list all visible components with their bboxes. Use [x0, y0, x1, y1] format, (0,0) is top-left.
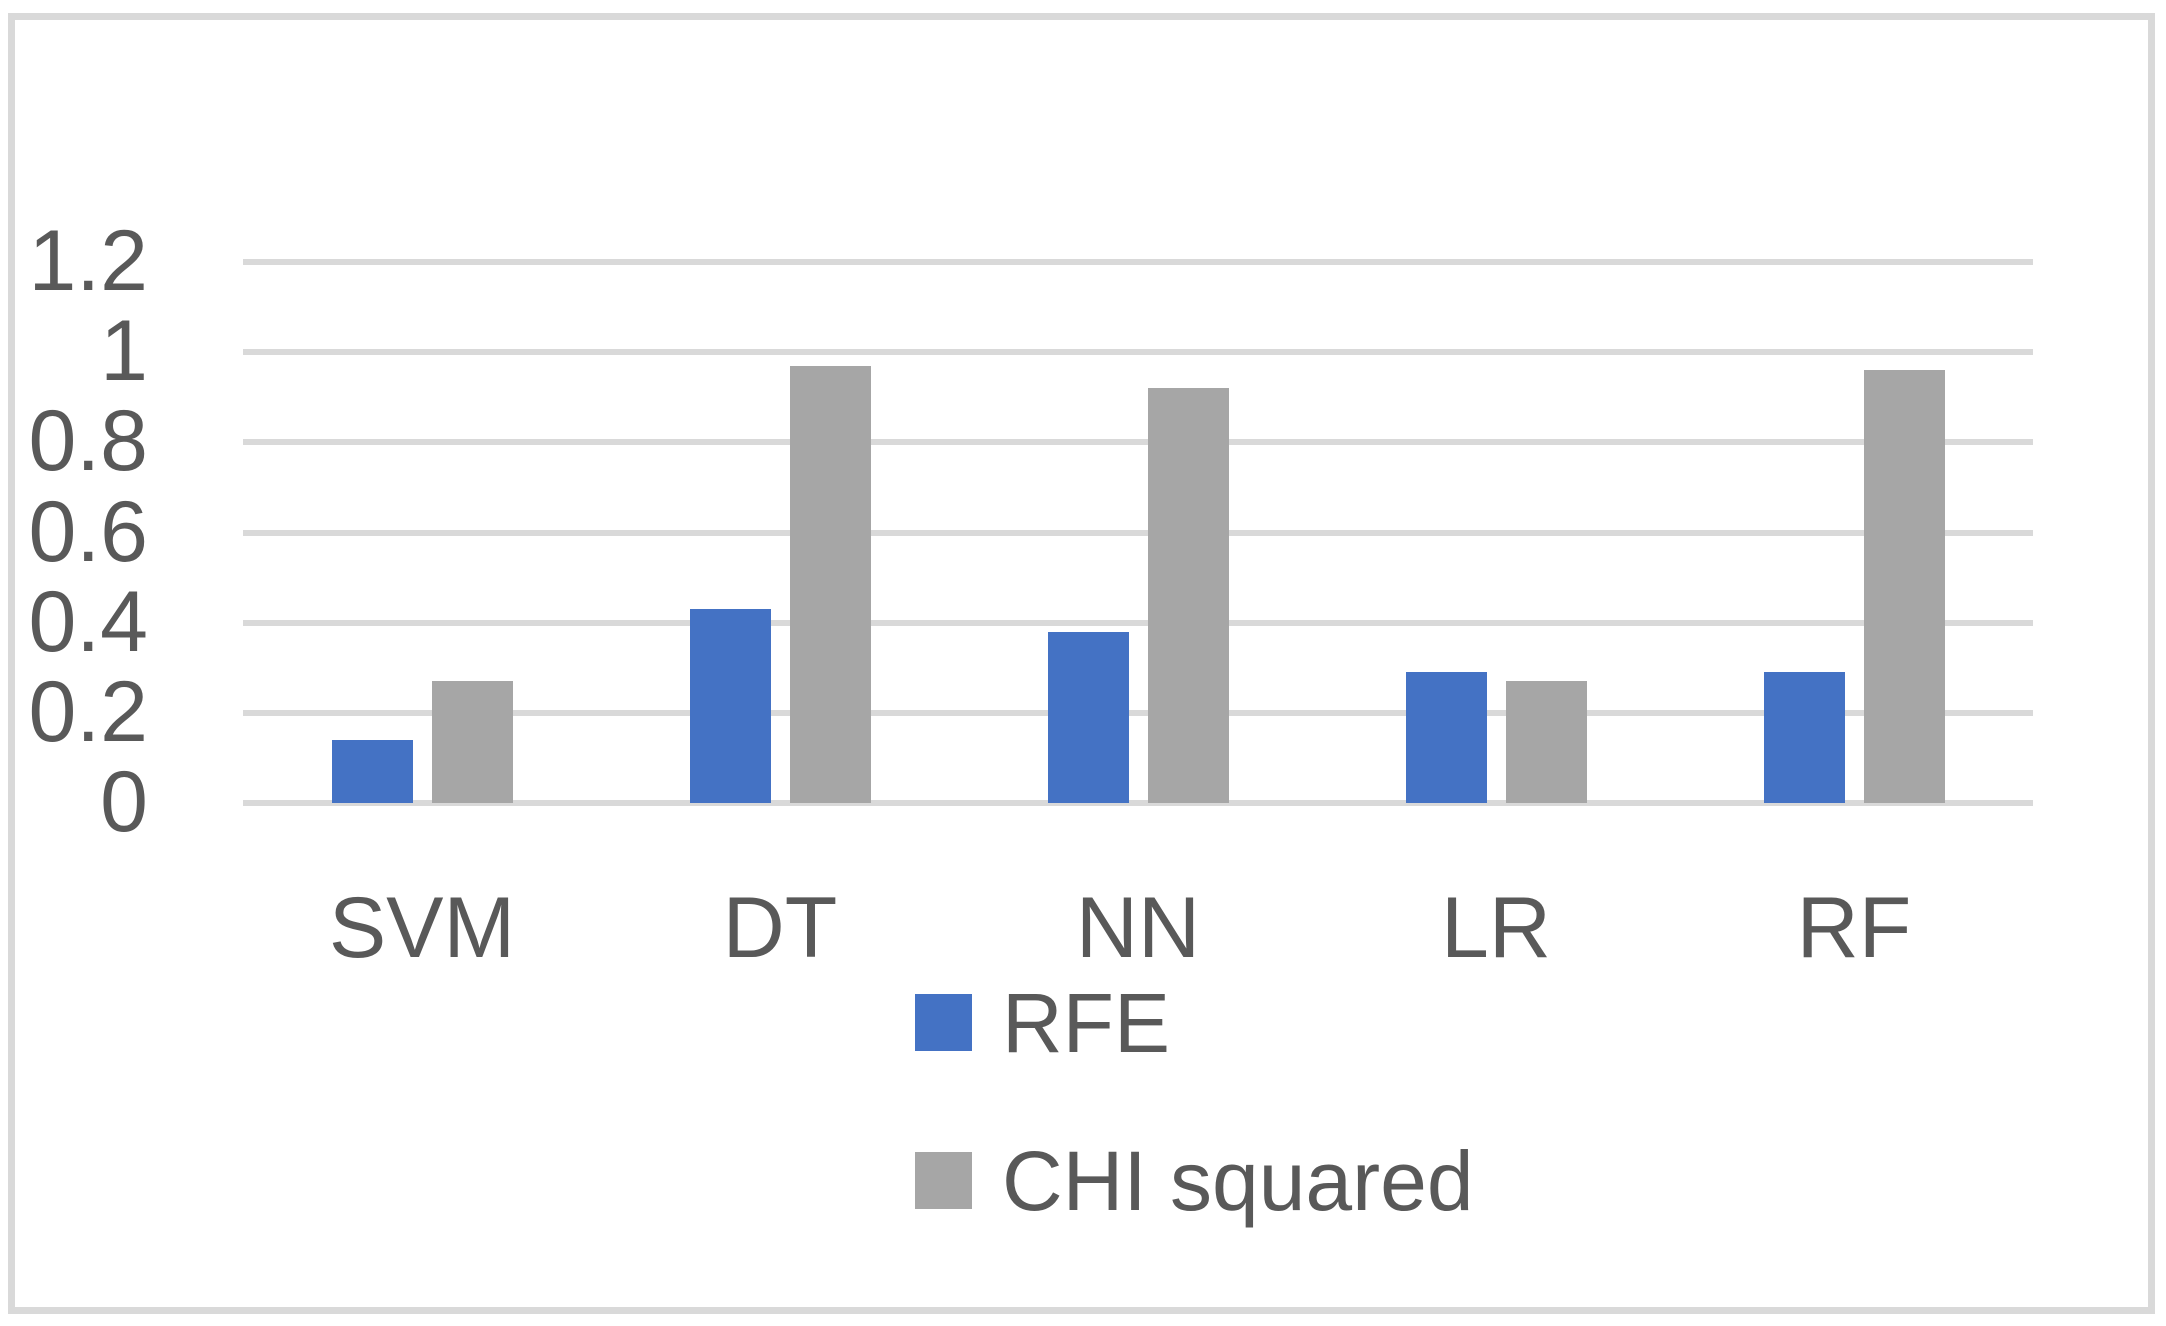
x-category-label-rf: RF [1796, 880, 1912, 976]
x-category-label-lr: LR [1441, 880, 1551, 976]
gridline-0.4 [243, 620, 2033, 626]
bar-rfe-svm [332, 740, 413, 803]
x-category-label-dt: DT [722, 880, 838, 976]
gridline-0.8 [243, 439, 2033, 445]
legend-label-chi-squared: CHI squared [1002, 1133, 1474, 1228]
x-category-label-nn: NN [1075, 880, 1201, 976]
bar-chi-squared-dt [790, 366, 871, 803]
x-category-label-svm: SVM [328, 880, 516, 976]
legend-swatch-chi-squared [915, 1152, 972, 1209]
bar-rfe-nn [1048, 632, 1129, 803]
gridline-0 [243, 800, 2033, 806]
legend-item-chi-squared: CHI squared [915, 1139, 1474, 1223]
gridline-1.2 [243, 259, 2033, 265]
gridline-1 [243, 349, 2033, 355]
gridline-0.2 [243, 710, 2033, 716]
bar-chi-squared-svm [432, 681, 513, 803]
bar-rfe-rf [1764, 672, 1845, 803]
legend-label-rfe: RFE [1002, 975, 1170, 1070]
bar-rfe-dt [690, 609, 771, 803]
gridline-0.6 [243, 530, 2033, 536]
legend-item-rfe: RFE [915, 981, 1170, 1065]
y-tick-label-0.4: 0.4 [28, 574, 148, 670]
bar-chi-squared-lr [1506, 681, 1587, 803]
y-tick-label-1: 1 [100, 303, 148, 399]
legend-swatch-rfe [915, 994, 972, 1051]
y-tick-label-0: 0 [100, 754, 148, 850]
y-tick-label-0.6: 0.6 [28, 484, 148, 580]
bar-rfe-lr [1406, 672, 1487, 803]
bar-chi-squared-nn [1148, 388, 1229, 803]
chart-border [8, 13, 2155, 1314]
bar-chi-squared-rf [1864, 370, 1945, 803]
y-tick-label-0.8: 0.8 [28, 393, 148, 489]
y-tick-label-1.2: 1.2 [28, 213, 148, 309]
y-tick-label-0.2: 0.2 [28, 664, 148, 760]
